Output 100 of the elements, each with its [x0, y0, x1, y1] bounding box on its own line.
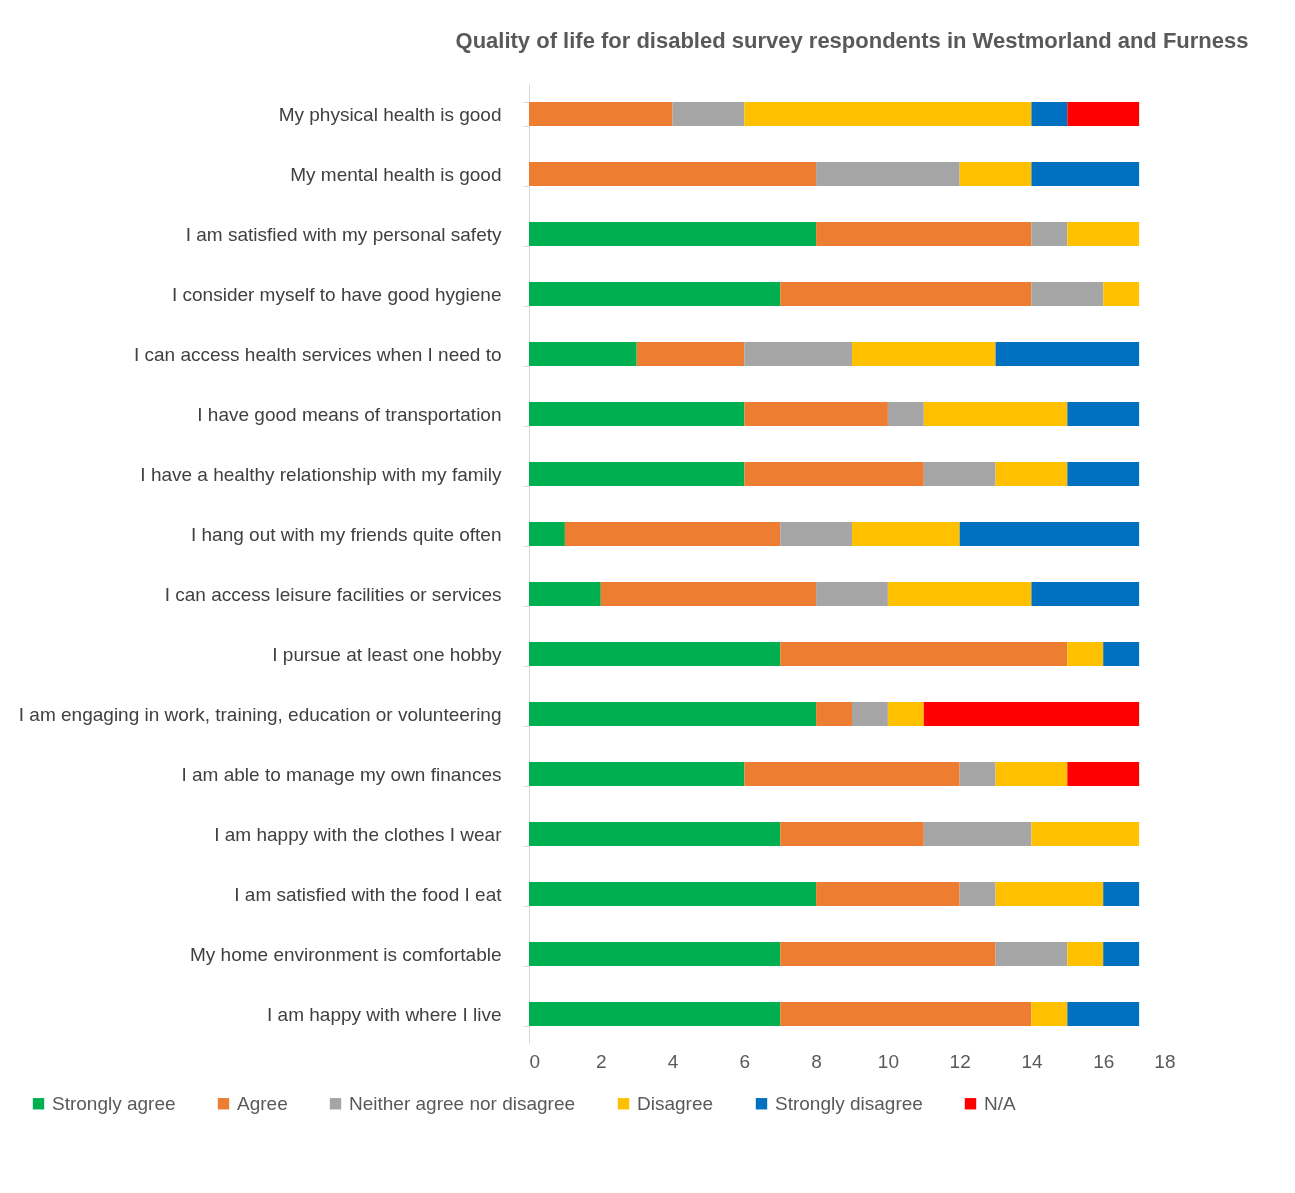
x-tick-label: 14 — [1021, 1050, 1043, 1072]
bar — [1031, 582, 1140, 606]
bar — [959, 882, 996, 906]
bar — [1103, 882, 1140, 906]
x-tick-label: 2 — [595, 1050, 607, 1072]
bar — [636, 342, 745, 366]
bar — [672, 102, 745, 126]
bar — [995, 942, 1068, 966]
bar — [1067, 462, 1140, 486]
bar — [529, 462, 745, 486]
bar — [780, 1002, 1032, 1026]
bar — [816, 582, 888, 606]
bar — [995, 882, 1104, 906]
bar — [816, 222, 1032, 246]
legend-label: Neither agree nor disagree — [349, 1092, 576, 1114]
bar — [780, 942, 996, 966]
bar — [959, 522, 1140, 546]
bar — [816, 882, 960, 906]
y-tick-label: I am satisfied with my personal safety — [185, 223, 502, 245]
bar — [1067, 102, 1140, 126]
y-tick-label: I hang out with my friends quite often — [190, 523, 502, 545]
bar — [816, 702, 852, 726]
y-tick-label: I am able to manage my own finances — [181, 763, 502, 785]
y-tick-label: I am happy with the clothes I wear — [214, 823, 503, 845]
bar — [529, 342, 637, 366]
legend-label: Disagree — [637, 1092, 714, 1114]
y-tick-label: I am happy with where I live — [267, 1003, 502, 1025]
legend-label: Agree — [237, 1092, 288, 1114]
bar — [744, 762, 960, 786]
bar — [887, 582, 1032, 606]
bar — [959, 162, 1032, 186]
bar — [529, 522, 565, 546]
bar — [529, 1002, 781, 1026]
bar — [529, 402, 745, 426]
bar — [959, 762, 996, 786]
bar — [1067, 402, 1140, 426]
legend-label: N/A — [984, 1092, 1016, 1114]
bar — [995, 762, 1068, 786]
bar — [887, 702, 924, 726]
bar — [1031, 1002, 1068, 1026]
bar — [995, 342, 1140, 366]
bar — [529, 942, 781, 966]
y-tick-label: I can access leisure facilities or services — [164, 583, 502, 605]
bar — [923, 462, 996, 486]
y-tick-label: I am satisfied with the food I eat — [234, 883, 503, 905]
x-tick-label: 8 — [811, 1050, 822, 1072]
y-tick-label: My physical health is good — [278, 103, 502, 125]
bar — [1031, 282, 1104, 306]
bar — [780, 522, 852, 546]
bar — [1103, 282, 1140, 306]
bar — [852, 522, 960, 546]
bar — [1103, 642, 1140, 666]
bar — [780, 642, 1068, 666]
y-tick-label: I can access health services when I need to — [133, 343, 502, 365]
bar — [529, 762, 745, 786]
bar — [529, 222, 817, 246]
bar — [529, 642, 781, 666]
bar — [1067, 942, 1104, 966]
y-tick-label: I am engaging in work, training, education or volunteering — [18, 703, 502, 725]
bar — [529, 162, 817, 186]
bar — [529, 822, 781, 846]
x-tick-label: 10 — [877, 1050, 899, 1072]
bar — [1031, 222, 1068, 246]
bar — [1103, 942, 1140, 966]
bar — [780, 822, 924, 846]
chart-title: Quality of life for disabled survey respondents in Westmorland and Furness — [455, 28, 1249, 53]
bar — [852, 702, 888, 726]
y-tick-label: I have good means of transportation — [197, 403, 502, 425]
y-tick-label: I consider myself to have good hygiene — [171, 283, 502, 305]
bar — [887, 402, 924, 426]
bar — [1067, 642, 1104, 666]
bar — [744, 462, 924, 486]
bar — [744, 402, 888, 426]
y-tick-label: My mental health is good — [290, 163, 502, 185]
y-tick-label: My home environment is comfortable — [189, 943, 502, 965]
bar — [923, 702, 1140, 726]
bar — [1067, 1002, 1140, 1026]
bar — [1031, 102, 1068, 126]
x-tick-label: 18 — [1154, 1050, 1176, 1072]
bar — [1067, 222, 1140, 246]
x-tick-label: 4 — [667, 1050, 679, 1072]
bar — [816, 162, 960, 186]
x-tick-label: 0 — [529, 1050, 541, 1072]
bar — [529, 582, 601, 606]
bar — [923, 402, 1068, 426]
bar — [1031, 162, 1140, 186]
bar — [529, 282, 781, 306]
bar — [529, 102, 673, 126]
bar — [744, 342, 852, 366]
bar — [852, 342, 996, 366]
legend-label: Strongly agree — [52, 1092, 176, 1114]
y-tick-label: I pursue at least one hobby — [272, 643, 502, 665]
x-tick-label: 6 — [739, 1050, 751, 1072]
bar — [744, 102, 1032, 126]
x-tick-label: 16 — [1093, 1050, 1115, 1072]
bar — [923, 822, 1032, 846]
bar — [780, 282, 1032, 306]
x-tick-label: 12 — [949, 1050, 971, 1072]
bar — [529, 702, 817, 726]
bar — [1031, 822, 1140, 846]
